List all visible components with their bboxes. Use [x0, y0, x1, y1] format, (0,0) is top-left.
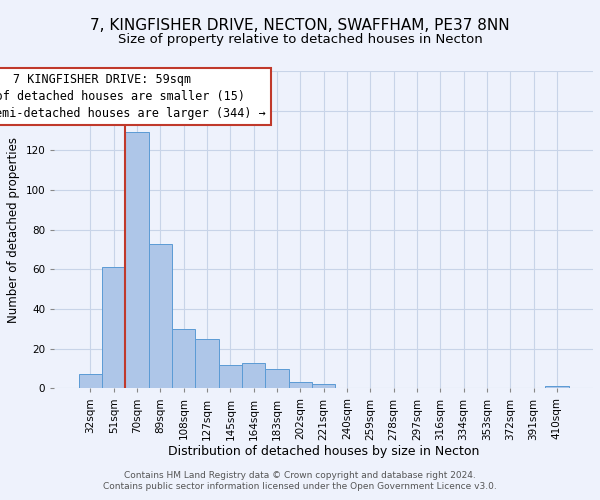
Bar — [242, 362, 265, 388]
Text: 7, KINGFISHER DRIVE, NECTON, SWAFFHAM, PE37 8NN: 7, KINGFISHER DRIVE, NECTON, SWAFFHAM, P… — [90, 18, 510, 32]
Bar — [172, 329, 196, 388]
Y-axis label: Number of detached properties: Number of detached properties — [7, 136, 20, 322]
Bar — [125, 132, 149, 388]
Text: Size of property relative to detached houses in Necton: Size of property relative to detached ho… — [118, 32, 482, 46]
Bar — [312, 384, 335, 388]
Bar — [545, 386, 569, 388]
X-axis label: Distribution of detached houses by size in Necton: Distribution of detached houses by size … — [168, 445, 479, 458]
Bar — [265, 368, 289, 388]
Bar — [149, 244, 172, 388]
Bar — [219, 364, 242, 388]
Text: Contains public sector information licensed under the Open Government Licence v3: Contains public sector information licen… — [103, 482, 497, 491]
Text: 7 KINGFISHER DRIVE: 59sqm
← 4% of detached houses are smaller (15)
96% of semi-d: 7 KINGFISHER DRIVE: 59sqm ← 4% of detach… — [0, 73, 266, 120]
Bar — [289, 382, 312, 388]
Bar — [79, 374, 102, 388]
Bar — [196, 339, 219, 388]
Bar — [102, 268, 125, 388]
Text: Contains HM Land Registry data © Crown copyright and database right 2024.: Contains HM Land Registry data © Crown c… — [124, 471, 476, 480]
